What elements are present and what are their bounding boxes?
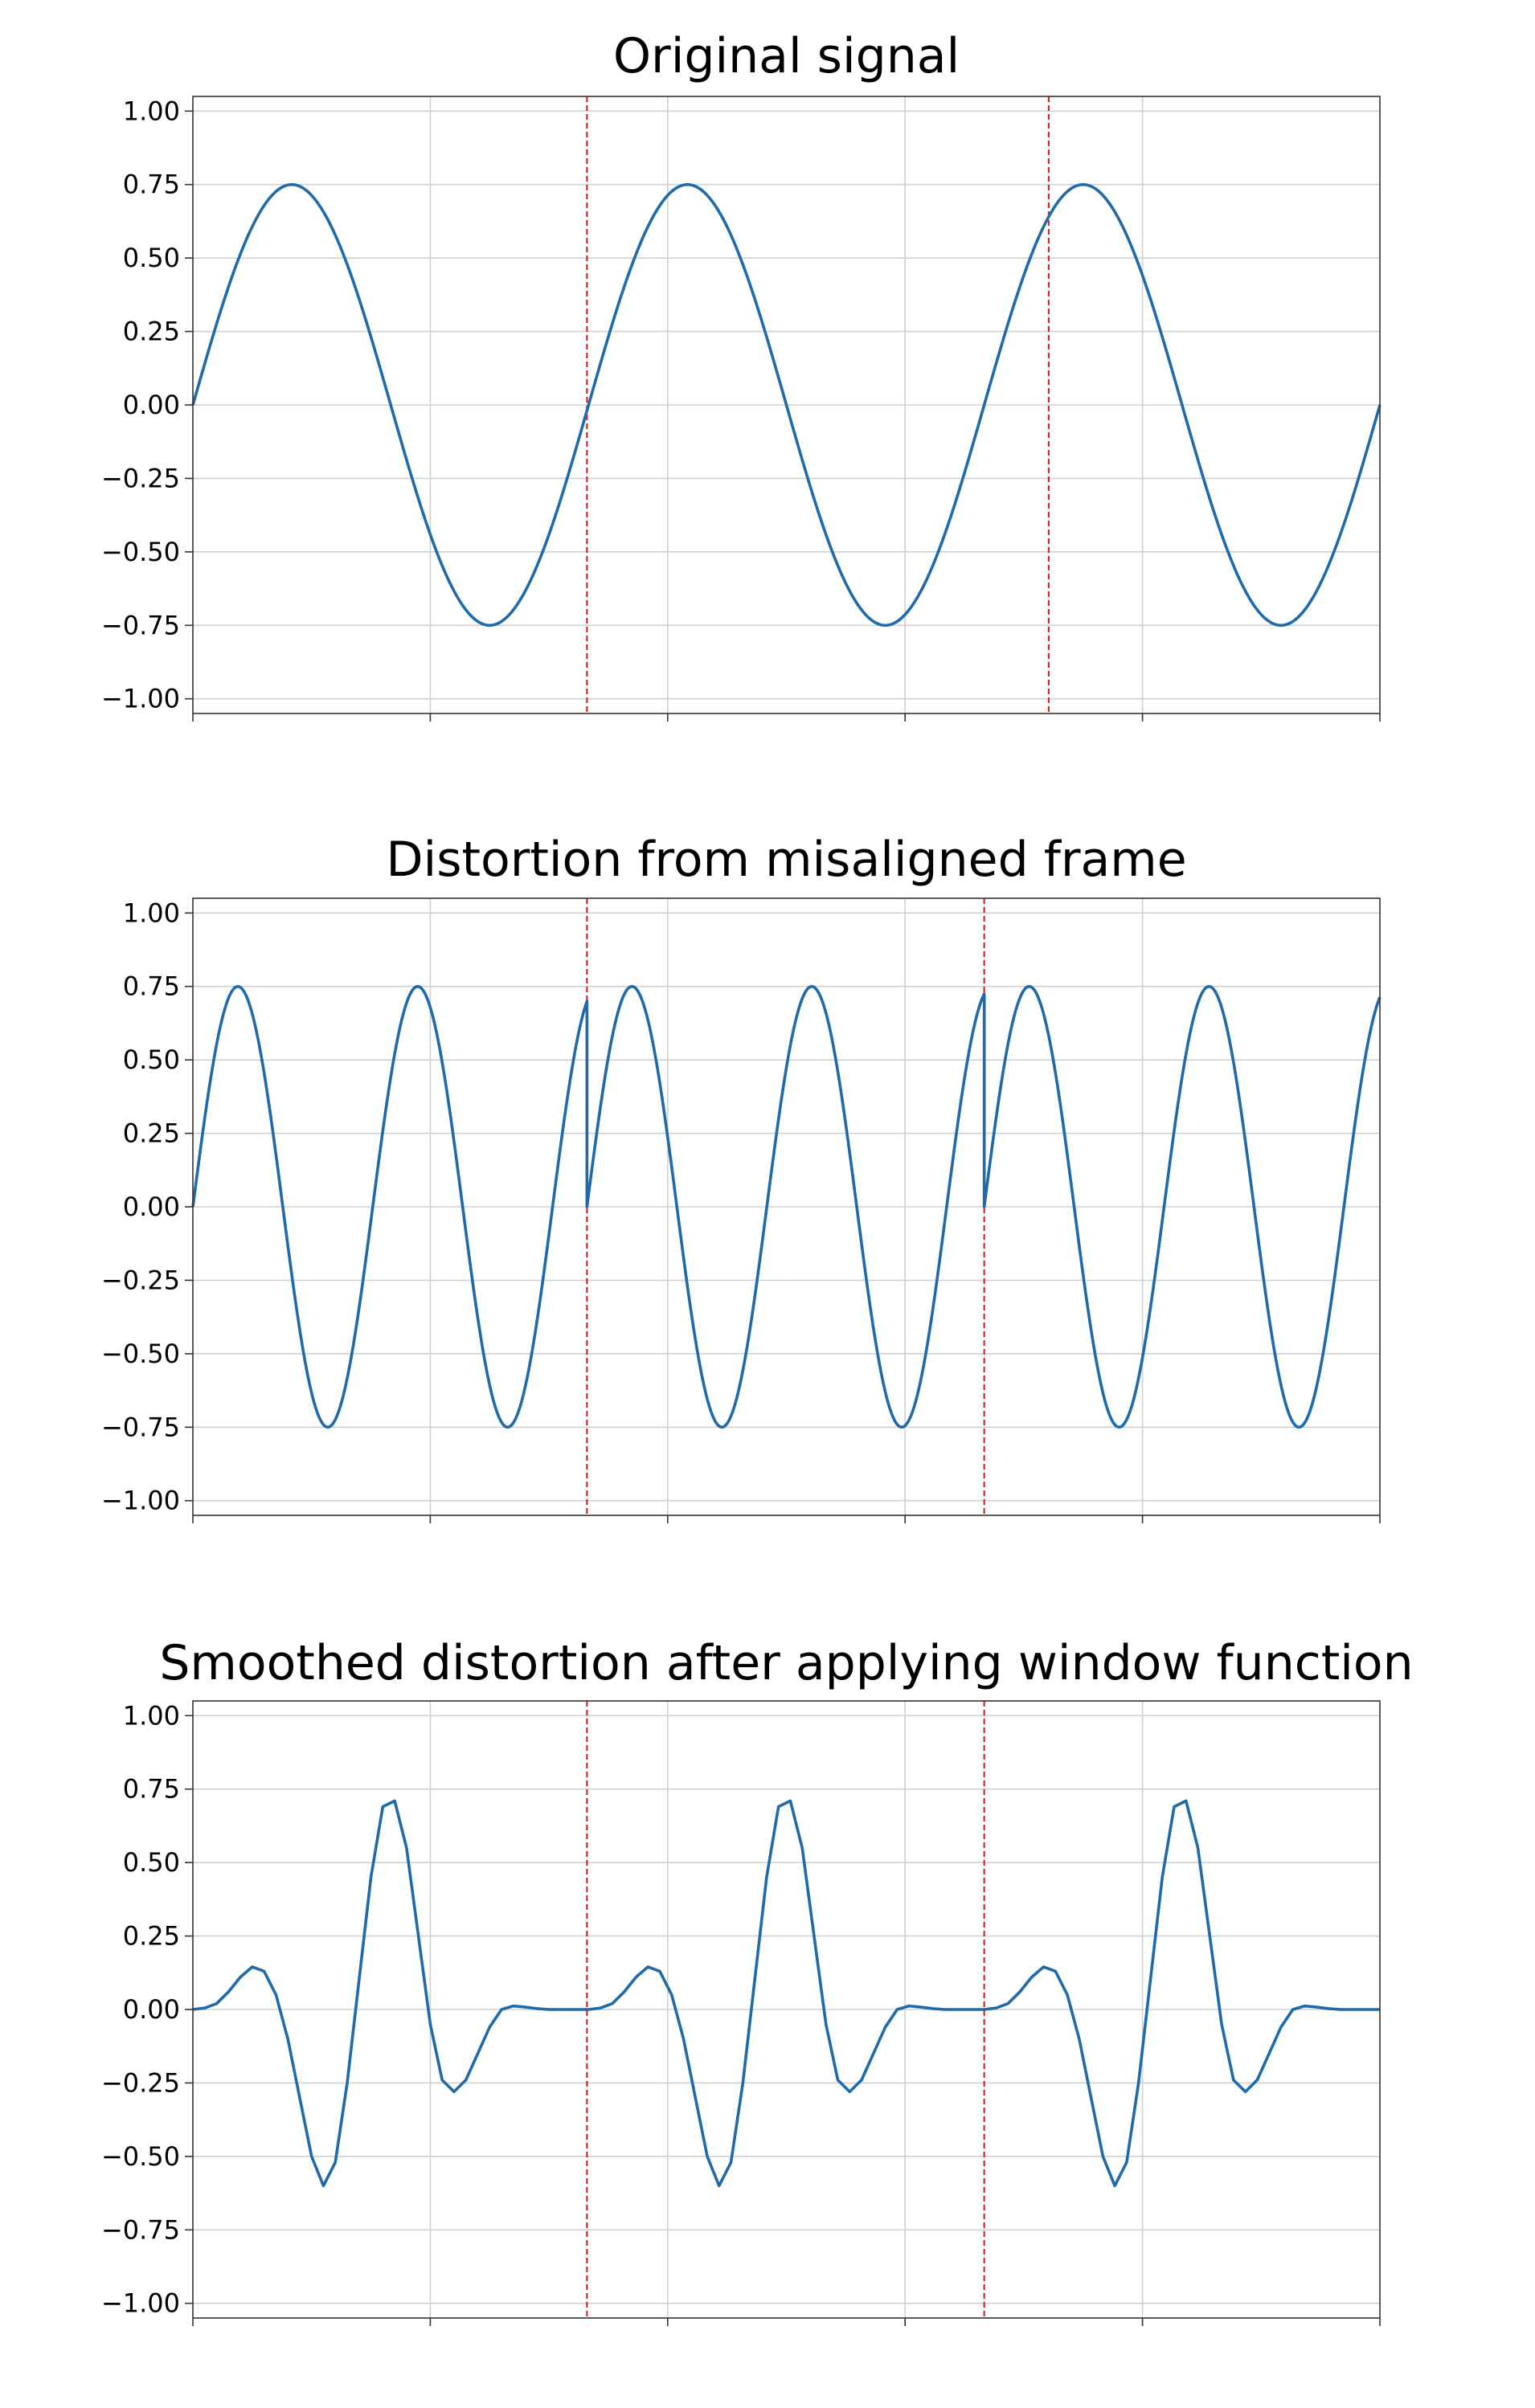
- y-tick-label: −0.25: [101, 1265, 180, 1295]
- chart-title: Distortion from misaligned frame: [386, 832, 1186, 888]
- y-tick-label: −1.00: [101, 1486, 180, 1516]
- y-tick-label: 0.00: [123, 1994, 180, 2025]
- chart-title: Original signal: [613, 28, 960, 84]
- series-line: [192, 1799, 1380, 2188]
- y-tick-label: 0.75: [123, 1774, 180, 1805]
- y-tick-label: −1.00: [101, 684, 180, 714]
- y-tick-label: 0.50: [123, 1847, 180, 1878]
- y-tick-label: 0.00: [123, 390, 180, 420]
- series-line: [191, 182, 1382, 628]
- chart-panel-distortion: Distortion from misaligned frame 1.00 0.75…: [101, 832, 1382, 1523]
- y-tick-label: −0.50: [101, 1339, 180, 1369]
- y-tick-label: 0.50: [123, 1045, 180, 1075]
- plot-frame: [192, 96, 1381, 714]
- y-tick-label: −0.25: [101, 463, 180, 493]
- y-tick-label: 0.25: [123, 1921, 180, 1952]
- series-line: [191, 984, 1382, 1429]
- chart-title: Smoothed distortion after applying windo…: [159, 1635, 1413, 1691]
- y-tick-label: 0.25: [123, 317, 180, 347]
- y-tick-label: −0.25: [101, 2067, 180, 2098]
- y-tick-label: 0.75: [123, 170, 180, 200]
- y-tick-label: 0.75: [123, 971, 180, 1002]
- y-tick-label: 0.00: [123, 1192, 180, 1222]
- plot-frame: [192, 1700, 1381, 2319]
- y-tick-label: 0.50: [123, 243, 180, 273]
- y-tick-label: −1.00: [101, 2288, 180, 2319]
- y-tick-label: −0.50: [101, 2141, 180, 2172]
- y-tick-label: 1.00: [123, 96, 180, 126]
- y-tick-label: 0.25: [123, 1118, 180, 1149]
- y-tick-label: −0.50: [101, 537, 180, 567]
- chart-panel-original-signal: Original signal 1.00 0.75 0.50 0.25 0.00 −0.25…: [101, 28, 1382, 722]
- y-tick-label: 1.00: [123, 1700, 180, 1731]
- y-tick-label: −0.75: [101, 610, 180, 640]
- plot-frame: [192, 897, 1381, 1516]
- y-tick-label: 1.00: [123, 897, 180, 928]
- y-tick-label: −0.75: [101, 2214, 180, 2245]
- y-tick-label: −0.75: [101, 1412, 180, 1442]
- chart-panel-smoothed-distortion: Smoothed distortion after applying windo…: [101, 1635, 1414, 2326]
